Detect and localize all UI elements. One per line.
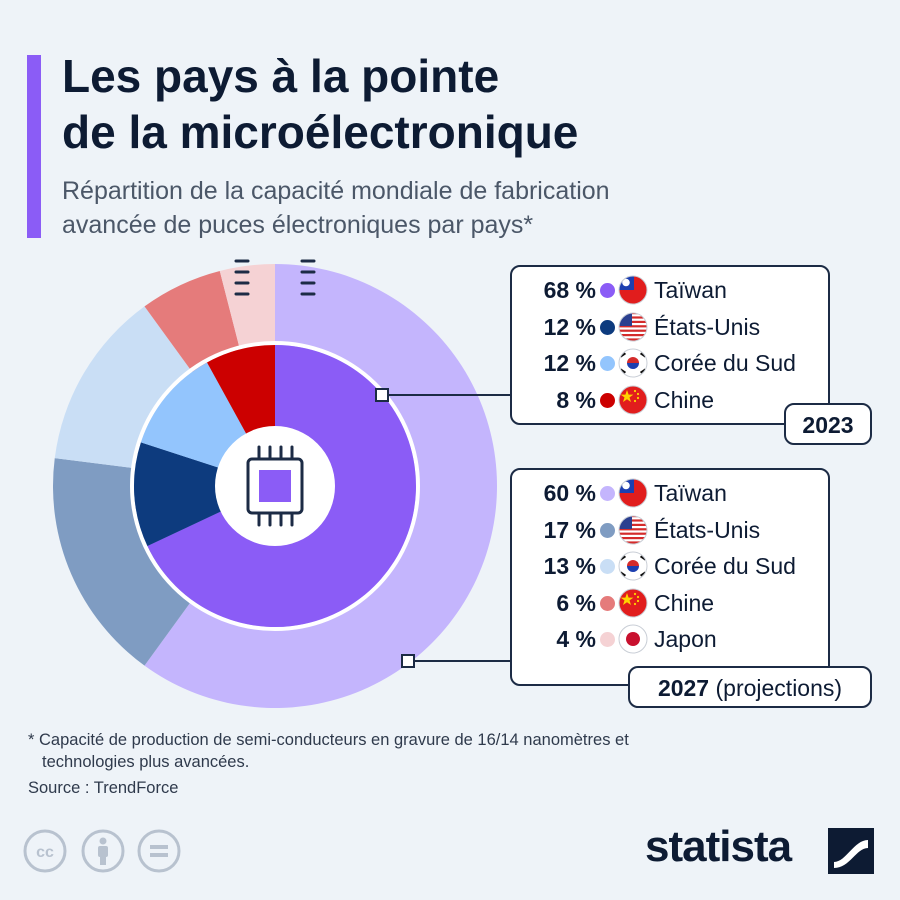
no-derivatives-icon[interactable]	[136, 828, 182, 874]
statista-wordmark[interactable]: statista	[645, 822, 792, 871]
flag-japan-icon	[618, 624, 648, 654]
ring-separator	[130, 341, 420, 631]
legend-country: États-Unis	[654, 516, 761, 543]
subtitle-line-1: Répartition de la capacité mondiale de f…	[62, 177, 610, 205]
flag-usa-icon	[618, 515, 648, 544]
flag-china-icon	[618, 385, 648, 414]
legend-row: 12 % Corée du Sud	[512, 348, 832, 378]
footnote: * Capacité de production de semi-conduct…	[28, 729, 788, 773]
legend-row: 8 % Chine	[512, 385, 832, 415]
legend-percentage: 68 %	[543, 277, 596, 303]
legend-percentage: 12 %	[543, 350, 596, 376]
legend-row: 68 % Taïwan	[512, 275, 832, 305]
legend-country: Japon	[654, 626, 717, 652]
legend-2027: 60 % Taïwan 17 % États-Unis 13 % Corée du Sud…	[510, 468, 830, 686]
attribution-icon[interactable]	[80, 828, 126, 874]
legend-color-dot	[600, 522, 615, 538]
title-line-1: Les pays à la pointe	[62, 50, 500, 102]
source: Source : TrendForce	[28, 779, 179, 797]
chip-icon	[215, 259, 335, 546]
legend-country: Taïwan	[654, 480, 727, 506]
flag-usa-icon	[618, 312, 648, 341]
legend-row: 6 % Chine	[512, 588, 832, 618]
legend-color-dot	[600, 392, 615, 408]
legend-color-dot	[600, 486, 615, 501]
legend-country: Chine	[654, 386, 715, 413]
legend-row: 12 % États-Unis	[512, 312, 832, 342]
year-2027: 2027	[657, 675, 710, 701]
legend-row: 17 % États-Unis	[512, 515, 832, 545]
inner-2023-slice-etats-unis	[134, 442, 275, 547]
page-title: Les pays à la pointe de la microélectron…	[62, 48, 578, 160]
flag-taiwan-icon	[618, 275, 648, 305]
accent-bar	[27, 55, 41, 238]
connector-2027	[401, 654, 512, 668]
flag-south-korea-icon	[618, 551, 648, 581]
legend-percentage: 60 %	[543, 480, 596, 506]
legend-row: 13 % Corée du Sud	[512, 551, 832, 581]
legend-percentage: 4 %	[556, 626, 596, 652]
legend-country: Corée du Sud	[654, 350, 796, 376]
legend-row: 60 % Taïwan	[512, 478, 832, 508]
subtitle-line-2: avancée de puces électroniques par pays*	[62, 211, 534, 239]
legend-color-dot	[600, 559, 615, 574]
legend-color-dot	[600, 632, 615, 647]
legend-country: États-Unis	[654, 313, 761, 340]
flag-south-korea-icon	[618, 348, 648, 378]
title-line-2: de la microélectronique	[62, 106, 579, 158]
legend-row: 4 % Japon	[512, 624, 832, 654]
legend-color-dot	[600, 283, 615, 298]
legend-country: Chine	[654, 589, 715, 616]
svg-text:cc: cc	[36, 844, 54, 861]
footnote-line-2: technologies plus avancées.	[42, 753, 250, 771]
subtitle: Répartition de la capacité mondiale de f…	[62, 174, 610, 242]
connector-2023	[375, 388, 510, 402]
year-badge-2027: 2027 (projections)	[628, 666, 872, 708]
legend-percentage: 6 %	[556, 589, 596, 616]
legend-percentage: 8 %	[556, 386, 596, 413]
flag-taiwan-icon	[618, 478, 648, 508]
legend-color-dot	[600, 319, 615, 335]
legend-country: Corée du Sud	[654, 553, 796, 579]
flag-china-icon	[618, 588, 648, 617]
legend-color-dot	[600, 356, 615, 371]
legend-country: Taïwan	[654, 277, 727, 303]
legend-percentage: 13 %	[543, 553, 596, 579]
projections-label: (projections)	[709, 675, 843, 701]
year-badge-2023: 2023	[784, 403, 872, 445]
statista-logo-icon[interactable]	[828, 828, 874, 874]
legend-color-dot	[600, 595, 615, 611]
footnote-line-1: * Capacité de production de semi-conduct…	[28, 731, 629, 749]
legend-percentage: 12 %	[543, 313, 596, 340]
legend-percentage: 17 %	[543, 516, 596, 543]
cc-license-icon[interactable]: cc	[22, 828, 68, 874]
legend-2023: 68 % Taïwan 12 % États-Unis 12 % Corée du Sud…	[510, 265, 830, 425]
